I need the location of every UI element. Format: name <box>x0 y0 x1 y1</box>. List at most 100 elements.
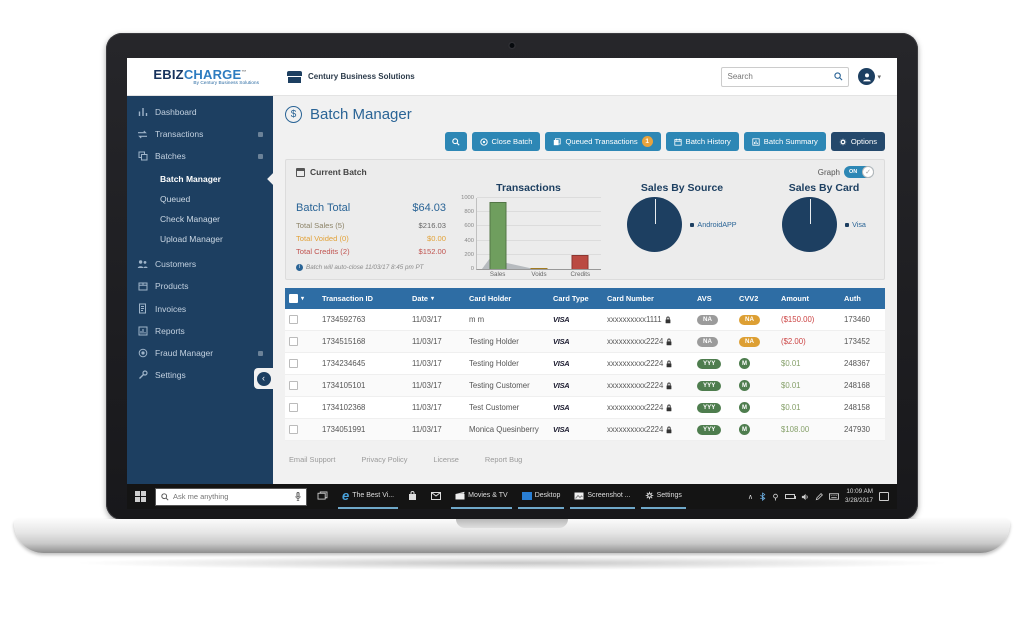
taskbar-app-edge[interactable]: e The Best Vi... <box>338 484 399 509</box>
cell-date: 11/03/17 <box>412 381 442 390</box>
row-checkbox[interactable] <box>289 359 298 368</box>
taskbar-app-store[interactable] <box>404 484 421 509</box>
user-avatar-icon <box>858 68 876 85</box>
row-checkbox[interactable] <box>289 425 298 434</box>
col-card-type[interactable]: Card Type <box>553 294 589 303</box>
sidebar-item-upload-manager[interactable]: Upload Manager <box>160 234 223 244</box>
sidebar-item-settings[interactable]: Settings <box>127 364 273 386</box>
close-batch-button[interactable]: Close Batch <box>471 132 541 151</box>
user-menu[interactable]: ▾ <box>858 68 881 85</box>
sidebar-item-reports[interactable]: Reports <box>127 320 273 342</box>
collapse-arrow-icon: ‹ <box>256 371 271 386</box>
col-auth[interactable]: Auth <box>844 294 861 303</box>
sidebar-item-transactions[interactable]: Transactions <box>127 123 273 145</box>
sidebar-item-fraud-manager[interactable]: Fraud Manager <box>127 342 273 364</box>
cell-card-number: xxxxxxxxxx2224 <box>603 425 693 434</box>
footer-link[interactable]: Privacy Policy <box>361 455 408 464</box>
global-search-input[interactable] <box>727 72 835 81</box>
dashboard-icon <box>137 107 148 117</box>
legend-item: AndroidAPP <box>690 220 737 229</box>
taskbar-app-settings[interactable]: Settings <box>640 484 686 509</box>
table-row[interactable]: 1734102368 11/03/17 Test Customer VISA xxxxx… <box>285 397 885 419</box>
microphone-icon[interactable] <box>295 492 301 501</box>
table-row[interactable]: 1734051991 11/03/17 Monica Quesinberry VISA… <box>285 419 885 441</box>
cell-card-number: xxxxxxxxxx2224 <box>603 381 693 390</box>
table-row[interactable]: 1734515168 11/03/17 Testing Holder VISA xxxx… <box>285 331 885 353</box>
row-checkbox[interactable] <box>289 315 298 324</box>
batch-history-button[interactable]: Batch History <box>665 132 739 151</box>
taskbar-app-desktop[interactable]: Desktop <box>517 484 565 509</box>
battery-icon[interactable] <box>784 494 796 499</box>
col-amount[interactable]: Amount <box>781 294 809 303</box>
speaker-icon[interactable] <box>801 493 809 501</box>
sidebar-item-check-manager[interactable]: Check Manager <box>160 214 221 224</box>
taskbar-search-input[interactable] <box>173 492 291 501</box>
row-checkbox[interactable] <box>289 403 298 412</box>
dollar-icon: $ <box>285 106 302 123</box>
search-transactions-button[interactable] <box>444 132 467 151</box>
sidebar-item-batch-manager[interactable]: Batch Manager <box>127 169 280 189</box>
taskbar-app-movies-tv[interactable]: Movies & TV <box>451 484 512 509</box>
footer-link[interactable]: Email Support <box>289 455 336 464</box>
cell-auth: 173452 <box>844 337 871 346</box>
sidebar-collapse-button[interactable]: ‹ <box>254 368 273 389</box>
table-row[interactable]: 1734592763 11/03/17 m m VISA xxxxxxxxxx1111 N… <box>285 309 885 331</box>
system-tray: ∧ 10:09 AM 3/28/2017 <box>748 488 893 504</box>
col-transaction-id[interactable]: Transaction ID <box>322 294 373 303</box>
expand-indicator <box>258 153 263 159</box>
col-avs[interactable]: AVS <box>697 294 712 303</box>
graph-toggle[interactable]: ON ✓ <box>844 166 874 178</box>
sidebar-item-invoices[interactable]: Invoices <box>127 297 273 320</box>
location-icon[interactable] <box>772 493 779 501</box>
col-card-number[interactable]: Card Number <box>607 294 654 303</box>
table-row[interactable]: 1734234645 11/03/17 Testing Holder VISA xxxx… <box>285 353 885 375</box>
col-date[interactable]: Date ▾ <box>412 294 435 303</box>
col-cvv2[interactable]: CVV2 <box>739 294 759 303</box>
pen-icon[interactable] <box>815 492 823 501</box>
cvv2-badge: NA <box>739 336 760 347</box>
fraud-manager-icon <box>137 348 148 358</box>
queued-transactions-button[interactable]: Queued Transactions 1 <box>545 132 661 151</box>
auto-close-note: i Batch will auto-close 11/03/17 8:45 pm … <box>296 264 446 271</box>
sidebar-item-dashboard[interactable]: Dashboard <box>127 101 273 123</box>
taskbar-app-screenshot[interactable]: Screenshot ... <box>570 484 635 509</box>
sidebar-item-batches[interactable]: Batches <box>127 145 273 167</box>
taskbar-clock[interactable]: 10:09 AM 3/28/2017 <box>845 488 873 504</box>
sidebar-item-products[interactable]: Products <box>127 275 273 297</box>
cell-amount: ($2.00) <box>781 337 806 346</box>
tray-expand-icon[interactable]: ∧ <box>747 493 753 501</box>
sidebar-item-customers[interactable]: Customers <box>127 253 273 275</box>
table-row[interactable]: 1734105101 11/03/17 Testing Customer VISA xx… <box>285 375 885 397</box>
select-menu-caret-icon[interactable]: ▾ <box>301 296 305 302</box>
footer-link[interactable]: Report Bug <box>484 455 523 464</box>
cell-card-holder: Testing Holder <box>469 359 519 368</box>
cell-amount: $108.00 <box>781 425 810 434</box>
windows-taskbar: e The Best Vi... Movies & TV Desktop <box>127 484 897 509</box>
keyboard-icon[interactable] <box>828 493 839 500</box>
start-button[interactable] <box>131 484 149 509</box>
col-card-holder[interactable]: Card Holder <box>469 294 512 303</box>
bluetooth-icon[interactable] <box>759 492 766 501</box>
queued-count-badge: 1 <box>641 136 653 147</box>
global-search[interactable] <box>721 66 850 87</box>
brand-name-primary: EBIZ <box>153 67 184 82</box>
brand-logo[interactable]: EBIZCHARGE™ By Century Business Solution… <box>127 58 273 95</box>
sidebar-item-queued[interactable]: Queued <box>160 194 191 204</box>
lock-icon <box>666 338 672 345</box>
select-all-checkbox[interactable] <box>289 294 298 303</box>
cortana-search[interactable] <box>155 487 307 506</box>
action-center-icon[interactable] <box>879 492 889 501</box>
task-view-button[interactable] <box>313 484 332 509</box>
row-checkbox[interactable] <box>289 381 298 390</box>
cell-amount: $0.01 <box>781 403 801 412</box>
chart-title: Sales By Source <box>640 182 724 194</box>
taskbar-app-mail[interactable] <box>427 484 445 509</box>
search-icon <box>451 137 460 146</box>
footer-link[interactable]: License <box>433 455 459 464</box>
batch-summary-button[interactable]: Batch Summary <box>743 132 826 151</box>
row-checkbox[interactable] <box>289 337 298 346</box>
options-button[interactable]: Options <box>830 132 885 151</box>
brand-tagline: By Century Business Solutions <box>193 81 259 86</box>
cell-card-number: xxxxxxxxxx2224 <box>603 337 693 346</box>
avs-badge: YYY <box>697 424 722 435</box>
